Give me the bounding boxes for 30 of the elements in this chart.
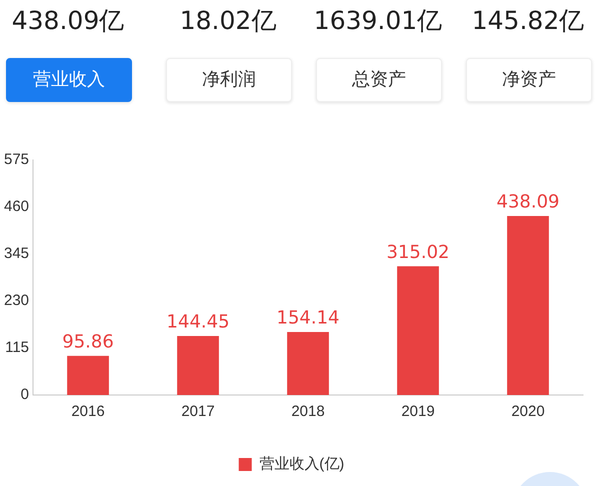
bar <box>67 356 109 395</box>
x-tick-label: 2017 <box>181 403 215 420</box>
text: 总资产 <box>316 58 442 102</box>
text: 净资产 <box>466 58 592 102</box>
y-tick-label: 115 <box>5 339 30 356</box>
y-tick-label: 345 <box>4 245 30 262</box>
y-tick-label: 460 <box>4 198 30 216</box>
x-tick-label: 2016 <box>71 403 105 420</box>
legend-label: 营业收入(亿) <box>259 456 344 473</box>
y-tick-label: 575 <box>4 151 30 168</box>
bar <box>397 266 439 395</box>
y-tick-label: 0 <box>20 386 30 404</box>
x-tick-label: 2020 <box>511 403 545 420</box>
data-label: 154.14 <box>276 308 340 329</box>
text: 438.09亿 <box>10 5 126 37</box>
bar <box>507 216 549 395</box>
data-label: 95.86 <box>62 331 114 352</box>
text: 1639.01亿 <box>312 5 444 37</box>
text: 净利润 <box>166 58 292 102</box>
text: 18.02亿 <box>178 5 278 37</box>
data-label: 315.02 <box>386 242 450 263</box>
x-tick-label: 2019 <box>401 403 435 420</box>
x-tick-label: 2018 <box>291 403 325 420</box>
data-label: 144.45 <box>166 312 230 333</box>
data-label: 438.09 <box>496 192 560 213</box>
y-tick-label: 230 <box>4 292 30 310</box>
text: 145.82亿 <box>470 5 586 37</box>
text: 营业收入 <box>6 58 132 102</box>
bar <box>287 332 329 395</box>
bar <box>177 336 219 395</box>
